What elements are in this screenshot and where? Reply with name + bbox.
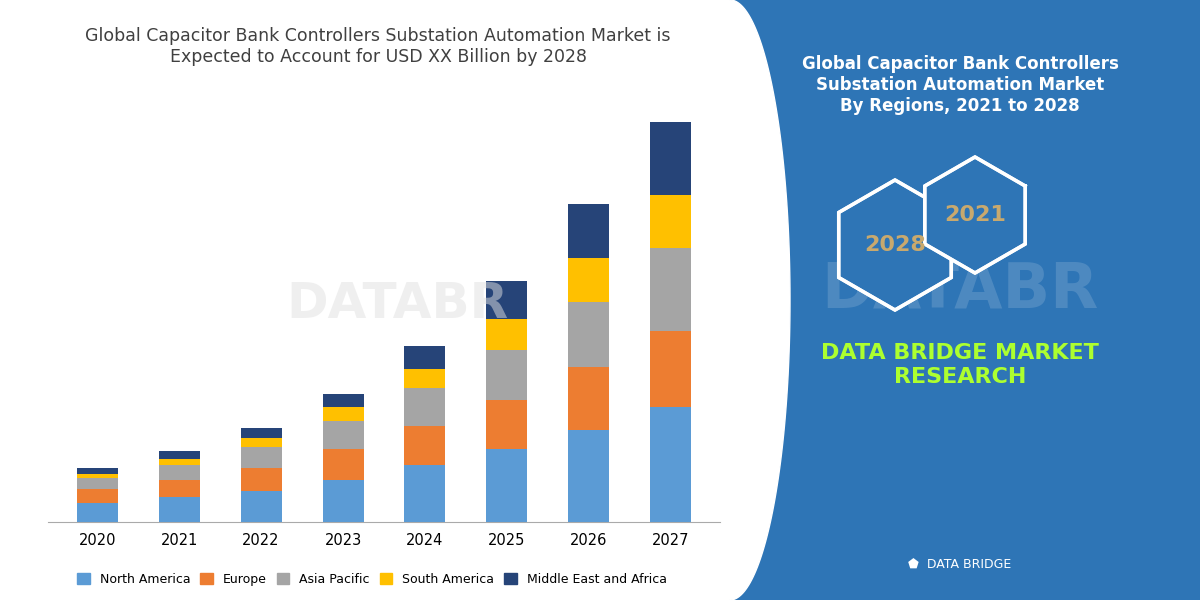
Polygon shape: [839, 180, 952, 310]
Text: Global Capacitor Bank Controllers Substation Automation Market is
Expected to Ac: Global Capacitor Bank Controllers Substa…: [85, 27, 671, 66]
Bar: [240, 428, 282, 438]
Bar: [569, 302, 610, 367]
Bar: [650, 195, 691, 248]
Bar: [323, 449, 364, 480]
Bar: [323, 480, 364, 522]
Bar: [77, 490, 118, 503]
Text: 2028: 2028: [864, 235, 926, 255]
Bar: [158, 464, 199, 480]
Bar: [158, 459, 199, 464]
Text: DATA BRIDGE MARKET
RESEARCH: DATA BRIDGE MARKET RESEARCH: [821, 343, 1099, 386]
Legend: North America, Europe, Asia Pacific, South America, Middle East and Africa: North America, Europe, Asia Pacific, Sou…: [72, 568, 672, 591]
Bar: [650, 331, 691, 407]
Bar: [404, 369, 445, 388]
Bar: [77, 469, 118, 474]
Bar: [77, 503, 118, 522]
Bar: [650, 122, 691, 195]
Bar: [240, 469, 282, 491]
Bar: [240, 438, 282, 448]
Bar: [404, 427, 445, 464]
Bar: [486, 350, 528, 400]
Bar: [486, 319, 528, 350]
Bar: [569, 430, 610, 522]
Bar: [486, 449, 528, 522]
Bar: [486, 400, 528, 449]
Bar: [77, 474, 118, 478]
Bar: [240, 448, 282, 469]
Bar: [404, 388, 445, 427]
Bar: [650, 407, 691, 522]
Bar: [486, 281, 528, 319]
Bar: [569, 258, 610, 302]
Bar: [730, 0, 1200, 600]
Polygon shape: [925, 157, 1025, 273]
Bar: [323, 407, 364, 421]
Bar: [650, 248, 691, 331]
Bar: [158, 451, 199, 459]
Text: Global Capacitor Bank Controllers
Substation Automation Market
By Regions, 2021 : Global Capacitor Bank Controllers Substa…: [802, 55, 1118, 115]
Bar: [158, 497, 199, 522]
Bar: [569, 367, 610, 430]
Bar: [569, 204, 610, 258]
Bar: [240, 491, 282, 522]
Bar: [77, 478, 118, 490]
Bar: [323, 421, 364, 449]
Text: 2021: 2021: [944, 205, 1006, 225]
Bar: [404, 346, 445, 369]
Text: ⬟  DATA BRIDGE: ⬟ DATA BRIDGE: [908, 559, 1012, 571]
Text: DATABR: DATABR: [821, 260, 1099, 320]
Text: DATABR: DATABR: [287, 280, 509, 328]
Bar: [323, 394, 364, 407]
Polygon shape: [730, 0, 1200, 600]
Bar: [404, 464, 445, 522]
Polygon shape: [730, 0, 790, 600]
Bar: [158, 480, 199, 497]
